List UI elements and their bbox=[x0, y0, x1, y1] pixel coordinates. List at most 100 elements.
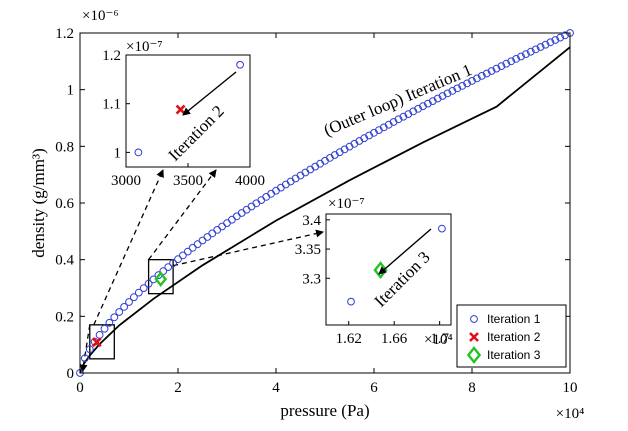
inset-1-y-tick-label: 1 bbox=[114, 145, 122, 161]
main-x-tick-label: 4 bbox=[272, 380, 280, 396]
iteration-1-point bbox=[536, 43, 545, 51]
main-x-tick-label: 0 bbox=[76, 380, 84, 396]
zoom-box-1 bbox=[89, 324, 115, 360]
inset-1-ticks: 3000 3500 4000 1 1.1 1.2 bbox=[102, 48, 265, 189]
iteration-1-point bbox=[487, 67, 496, 75]
iteration-1-point bbox=[183, 247, 192, 256]
main-y-tick-label: 0.6 bbox=[55, 196, 74, 212]
main-y-exponent: ×10⁻⁶ bbox=[82, 8, 119, 24]
iteration-1-point bbox=[419, 102, 427, 111]
zoom-2-arrow-up bbox=[148, 169, 217, 261]
inset-2-y-tick-label: 3.3 bbox=[302, 271, 321, 287]
x-axis-label: pressure (Pa) bbox=[280, 401, 369, 420]
legend-entry-label: Iteration 3 bbox=[487, 348, 541, 362]
zoom-2-arrow-inset bbox=[172, 229, 324, 267]
inset-1-x-tick-label: 4000 bbox=[235, 173, 265, 189]
iteration-1-point bbox=[438, 92, 447, 100]
iteration-1-point bbox=[463, 79, 472, 88]
iteration-1-point bbox=[428, 97, 437, 105]
iteration-1-point bbox=[105, 318, 114, 327]
iteration-1-point bbox=[497, 62, 506, 70]
iteration-1-point bbox=[492, 64, 501, 73]
inset-1-y-tick-label: 1.1 bbox=[102, 97, 121, 113]
inset-1-x-tick-label: 3000 bbox=[111, 173, 141, 189]
iteration-1-point bbox=[517, 52, 525, 61]
main-x-tick-label: 2 bbox=[174, 380, 182, 396]
iteration-1-point bbox=[85, 345, 94, 354]
inset-2-x-tick-label: 1.66 bbox=[381, 331, 408, 347]
iteration-1-point bbox=[179, 251, 187, 260]
iteration-1-point bbox=[473, 74, 481, 83]
iteration-3-point bbox=[154, 271, 168, 288]
iteration-1-point bbox=[144, 279, 153, 288]
main-y-tick-label: 0.8 bbox=[55, 139, 74, 155]
iteration-1-point bbox=[502, 59, 511, 68]
iteration-1-point bbox=[203, 233, 212, 241]
iteration-1-point bbox=[188, 243, 197, 252]
iteration-1-point bbox=[115, 308, 124, 316]
inset-1-iteration-1-point bbox=[236, 60, 244, 69]
iteration-1-point bbox=[125, 298, 133, 306]
iteration-1-point bbox=[134, 288, 143, 297]
iteration-1-point bbox=[556, 33, 565, 42]
iteration-1-point bbox=[507, 57, 516, 66]
main-y-tick-label: 0.4 bbox=[55, 253, 74, 269]
inset-2-ticks: 1.62 1.66 1.7 3.3 3.35 3.4 bbox=[295, 213, 450, 347]
legend-iteration-1-marker bbox=[470, 315, 478, 323]
iteration-1-point bbox=[193, 240, 202, 249]
inset-2-iteration-1-point bbox=[438, 224, 446, 233]
iteration-1-point bbox=[546, 38, 555, 47]
zoom-1-arrow-up bbox=[93, 169, 164, 326]
iteration-1-point bbox=[100, 324, 109, 333]
inset-1-frame bbox=[125, 54, 251, 168]
iteration-2-3-markers bbox=[91, 271, 168, 348]
iteration-1-point bbox=[468, 77, 476, 85]
legend-iteration-3-marker bbox=[466, 346, 482, 364]
inset-2-iteration-1-point bbox=[347, 297, 355, 306]
iteration-1-point bbox=[541, 40, 550, 49]
inset-1-x-tick-label: 3500 bbox=[173, 173, 203, 189]
iteration-1-point bbox=[561, 31, 569, 40]
iteration-1-point bbox=[526, 47, 535, 56]
inset-2-frame bbox=[325, 213, 452, 326]
iteration-1-point bbox=[482, 69, 491, 78]
iteration-1-point bbox=[458, 82, 467, 90]
inset-iteration-3: 1.62 1.66 1.73.33.353.4 Iteration 3 ×10⁻⁷ … bbox=[295, 196, 453, 348]
iteration-1-point bbox=[164, 263, 173, 272]
iteration-1-point bbox=[120, 303, 128, 311]
inset-2-arrow bbox=[378, 228, 432, 275]
inset-1-y-exponent: ×10⁻⁷ bbox=[126, 39, 163, 55]
iteration-1-point bbox=[414, 104, 423, 113]
iteration-1-point bbox=[130, 293, 138, 302]
iteration-1-point bbox=[531, 45, 540, 54]
main-y-tick-label: 1 bbox=[67, 83, 75, 99]
iteration-1-point bbox=[448, 87, 457, 95]
iteration-1-point bbox=[110, 313, 119, 322]
main-y-tick-label: 1.2 bbox=[55, 26, 74, 42]
iteration-1-point bbox=[443, 89, 452, 98]
inset-1-y-tick-label: 1.2 bbox=[102, 48, 121, 64]
main-x-tick-label: 10 bbox=[563, 380, 578, 396]
y-axis-label: density (g/mm³) bbox=[29, 148, 48, 257]
iteration-1-point bbox=[139, 284, 148, 293]
main-x-exponent: ×10⁴ bbox=[556, 406, 585, 422]
iteration-1-point bbox=[174, 255, 182, 264]
main-x-ticks: 0 2 4 6 8 10 bbox=[76, 33, 578, 396]
legend-entry-label: Iteration 2 bbox=[487, 330, 541, 344]
iteration-1-point bbox=[169, 259, 178, 268]
inset-2-x-tick-label: 1.62 bbox=[336, 331, 362, 347]
iteration-1-point bbox=[477, 72, 486, 80]
iteration-1-point bbox=[453, 84, 462, 93]
iteration-2-point bbox=[91, 337, 102, 348]
iteration-1-point bbox=[394, 115, 403, 124]
iteration-1-point bbox=[433, 94, 442, 103]
inset-2-x-exponent: ×10⁴ bbox=[424, 332, 453, 348]
legend-entry-label: Iteration 1 bbox=[487, 312, 541, 326]
iteration-1-point bbox=[409, 107, 418, 116]
main-y-tick-label: 0.2 bbox=[55, 309, 74, 325]
converged-curve-layer bbox=[79, 46, 571, 374]
inset-2-x-tick-label: 1.7 bbox=[430, 331, 449, 347]
iteration-1-point bbox=[512, 55, 520, 63]
